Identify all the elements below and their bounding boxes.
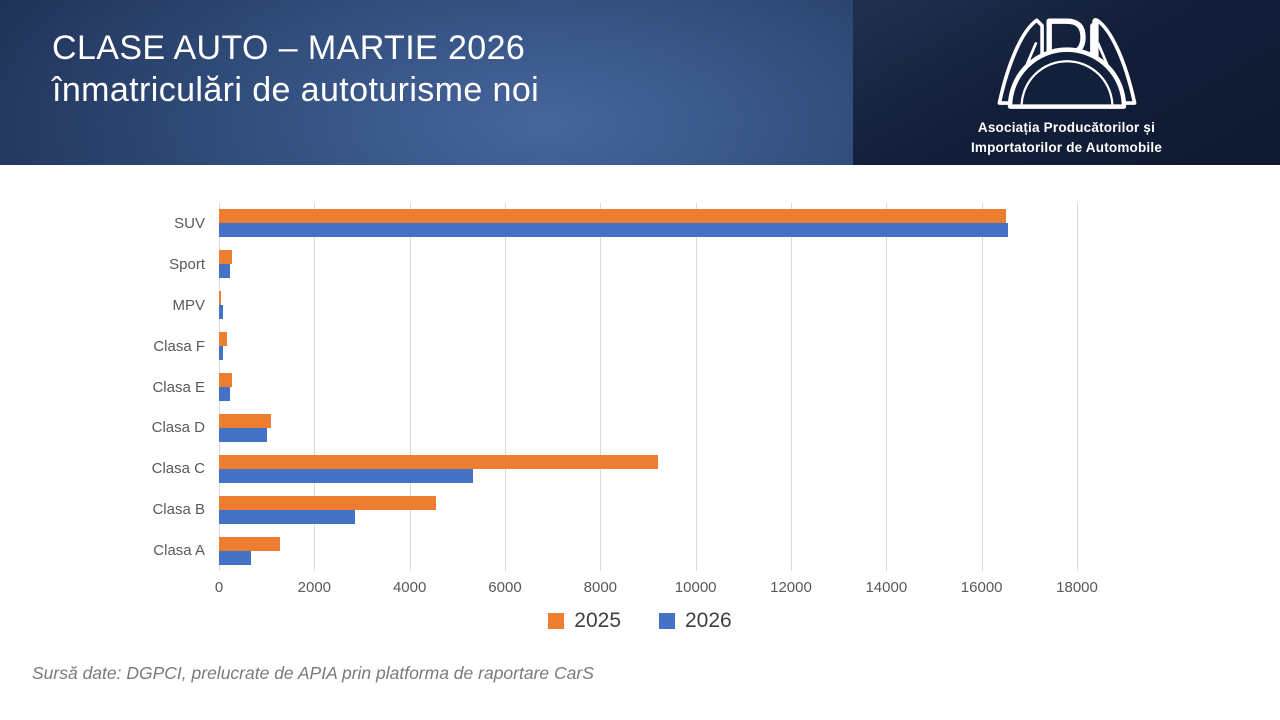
bar-row [219, 407, 1077, 448]
value-axis: 0 2000 4000 6000 8000 10000 12000 14000 16000 180… [215, 571, 1098, 597]
bar-2026-clasa-d [219, 427, 267, 442]
bar-row [219, 285, 1077, 326]
category-label: Clasa A [153, 542, 205, 560]
bar-row [219, 530, 1077, 571]
gridline [695, 203, 697, 571]
category-label: MPV [172, 296, 205, 314]
logo-panel: Asociația Producătorilor și Importatoril… [853, 0, 1280, 165]
header-banner: CLASE AUTO – MARTIE 2026 înmatriculări d… [0, 0, 1280, 165]
page-title: CLASE AUTO – MARTIE 2026 [52, 29, 526, 67]
x-tick-label: 14000 [865, 579, 908, 596]
legend-item-2025: 2025 [548, 609, 621, 633]
bar-2026-mpv [219, 305, 224, 320]
category-label: Clasa F [153, 337, 205, 355]
legend-item-2026: 2026 [659, 609, 732, 633]
x-tick-label: 12000 [770, 579, 812, 596]
bar-2025-clasa-c [219, 454, 658, 469]
gridline [314, 203, 316, 571]
x-tick-label: 18000 [1056, 579, 1098, 596]
bar-row [219, 448, 1077, 489]
bar-2026-sport [219, 264, 230, 279]
bar-row [219, 203, 1077, 244]
bar-2025-clasa-b [219, 495, 436, 510]
logo-tagline-line2: Importatorilor de Automobile [970, 140, 1163, 155]
plot-area [219, 203, 1078, 571]
gridline [409, 203, 411, 571]
bar-2025-sport [219, 250, 232, 265]
x-tick-label: 2000 [297, 579, 332, 596]
gridline [600, 203, 602, 571]
title-block: CLASE AUTO – MARTIE 2026 înmatriculări d… [0, 0, 853, 165]
bar-2025-clasa-a [219, 536, 280, 551]
bar-2026-clasa-a [219, 550, 251, 565]
legend-label: 2026 [685, 609, 732, 632]
bar-chart: SUV Sport MPV Clasa F Clasa E Clasa D Clasa C C… [0, 203, 1280, 633]
x-tick-label: 8000 [583, 579, 618, 596]
bar-2025-clasa-e [219, 373, 233, 387]
bar-2025-suv [219, 209, 1006, 224]
gridline [886, 203, 888, 571]
page-subtitle: înmatriculări de autoturisme noi [52, 70, 540, 109]
source-note: Sursă date: DGPCI, prelucrate de APIA pr… [32, 663, 594, 683]
bar-row [219, 489, 1077, 530]
gridline [1077, 203, 1078, 571]
category-label: Clasa E [152, 378, 205, 396]
bar-row [219, 244, 1077, 285]
legend-label: 2025 [574, 609, 621, 632]
logo-tagline-line1: Asociația Producătorilor și [977, 120, 1156, 136]
legend-swatch-icon [548, 613, 565, 629]
bar-2026-clasa-c [219, 468, 474, 483]
bar-2026-clasa-e [219, 387, 230, 401]
gridline [504, 203, 506, 571]
category-label: Clasa B [152, 501, 205, 519]
bar-row [219, 367, 1077, 408]
chart-legend: 2025 2026 [0, 609, 1280, 633]
category-label: Clasa C [151, 460, 205, 478]
x-tick-label: 0 [214, 579, 224, 596]
bar-2025-clasa-f [219, 332, 227, 347]
gridline [981, 203, 983, 571]
bar-row [219, 326, 1077, 367]
bar-2026-suv [219, 223, 1008, 238]
x-tick-label: 16000 [960, 579, 1003, 596]
bar-2026-clasa-f [219, 346, 224, 361]
x-tick-label: 6000 [488, 579, 522, 596]
bar-2025-clasa-d [219, 413, 272, 428]
bar-rows [219, 203, 1077, 571]
legend-swatch-icon [659, 613, 675, 629]
x-tick-label: 10000 [674, 579, 717, 596]
category-label: Clasa D [151, 419, 205, 437]
bar-2026-clasa-b [219, 509, 356, 524]
bar-2025-mpv [219, 291, 221, 306]
gridline [790, 203, 792, 571]
category-label: Sport [169, 255, 205, 273]
apia-logo-icon [978, 14, 1156, 117]
category-label: SUV [174, 214, 205, 232]
category-axis-labels: SUV Sport MPV Clasa F Clasa E Clasa D Clasa C C… [0, 203, 219, 571]
x-tick-label: 4000 [392, 579, 427, 596]
